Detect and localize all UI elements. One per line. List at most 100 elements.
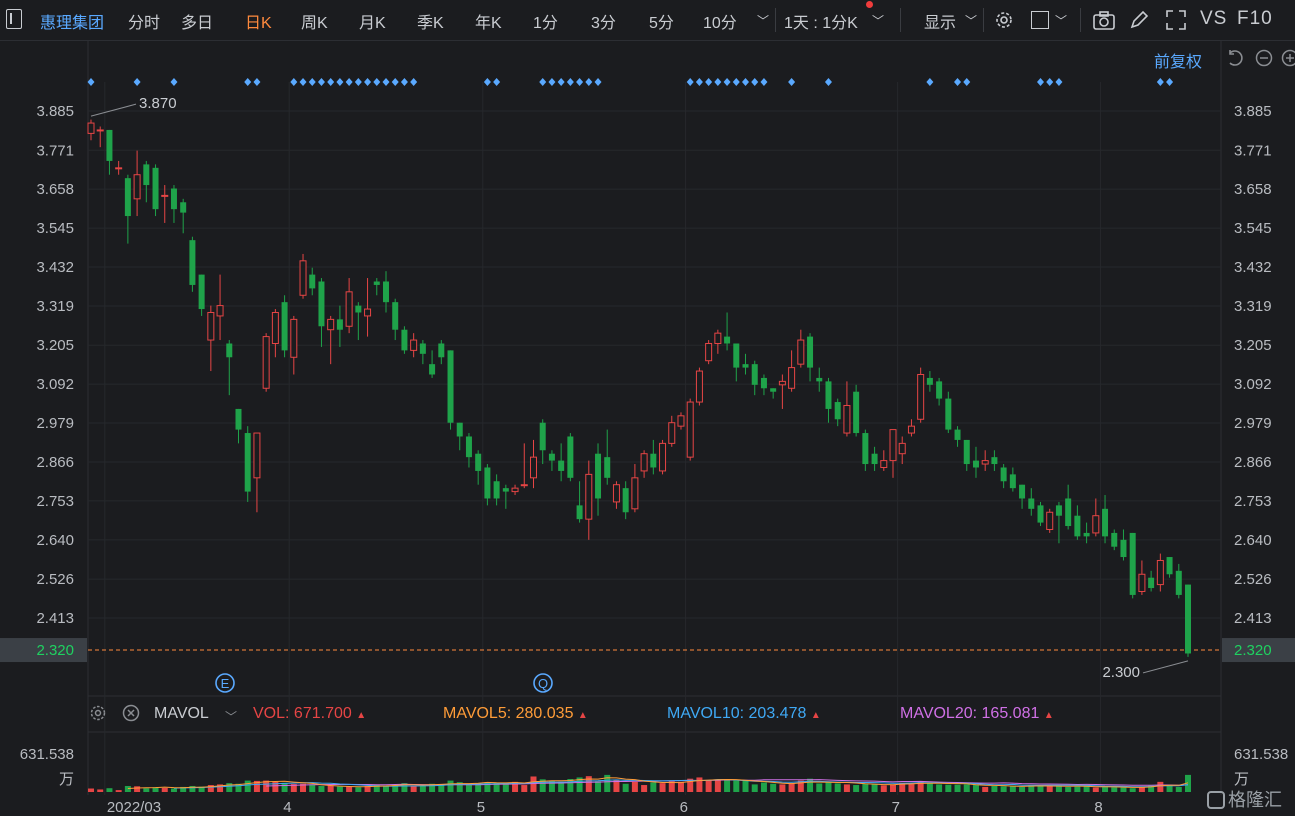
period-select[interactable]: 1天 : 1分K [784, 15, 858, 32]
candle [1138, 560, 1146, 595]
volume-bar [576, 777, 583, 792]
tab-季K[interactable]: 季K [417, 15, 444, 32]
candle-body [502, 488, 509, 492]
candle [327, 315, 335, 365]
volume-bar [235, 783, 242, 792]
candle [1185, 584, 1191, 657]
volume-bar [263, 780, 270, 792]
volume-axis-unit-right: 万 [1234, 771, 1249, 788]
candle [419, 340, 426, 365]
adjust-label[interactable]: 前复权 [1154, 54, 1203, 71]
volume-settings-gear-icon[interactable] [89, 704, 107, 722]
event-dot [686, 78, 694, 86]
volume-bar [364, 785, 371, 792]
candle-body [797, 339, 805, 365]
tab-多日[interactable]: 多日 [181, 15, 214, 32]
tab-1分[interactable]: 1分 [533, 15, 558, 32]
candle [1129, 532, 1136, 599]
candle [373, 278, 380, 296]
tab-分时[interactable]: 分时 [128, 15, 161, 32]
candle-body [816, 377, 823, 382]
price-tick-label-left: 2.526 [36, 571, 74, 588]
tab-周K[interactable]: 周K [301, 15, 328, 32]
volume-bar [558, 781, 565, 792]
zoom-out-icon[interactable] [1255, 49, 1273, 67]
volume-close-icon[interactable] [122, 704, 140, 722]
candle-body [392, 302, 399, 330]
chevron-down-icon[interactable]: ﹀ [965, 14, 978, 28]
candle [1092, 498, 1100, 537]
candle [677, 412, 685, 430]
price-tick-label-right: 2.640 [1234, 532, 1272, 549]
square-style-icon[interactable] [1031, 11, 1049, 29]
candle-body [161, 194, 169, 197]
volume-bar [641, 785, 648, 792]
camera-icon[interactable] [1092, 9, 1116, 31]
fullscreen-icon[interactable] [1165, 9, 1187, 31]
volume-bar [1111, 787, 1118, 792]
tab-月K[interactable]: 月K [359, 15, 386, 32]
sidebar-toggle-icon[interactable] [6, 9, 22, 29]
volume-bar [696, 777, 703, 792]
candle-body [1000, 467, 1007, 482]
candle-body [880, 460, 888, 468]
volume-bar [392, 784, 399, 792]
candle [271, 309, 279, 358]
candle-body [862, 433, 869, 465]
candle-body [1028, 498, 1035, 509]
tab-年K[interactable]: 年K [475, 15, 502, 32]
chevron-down-icon[interactable]: ﹀ [757, 14, 770, 28]
candle [502, 484, 509, 509]
gear-icon[interactable] [993, 9, 1015, 31]
volume-bar [502, 782, 509, 792]
volume-bar [963, 784, 970, 792]
candle-body [778, 380, 786, 386]
price-tick-label-right: 3.658 [1234, 181, 1272, 198]
event-marker-E [215, 673, 235, 693]
candle [972, 446, 979, 478]
display-menu[interactable]: 显示 [924, 15, 957, 32]
volume-bar [871, 784, 878, 792]
volume-bar [1092, 787, 1099, 792]
candle [862, 429, 869, 471]
vs-compare-button[interactable]: VS [1200, 8, 1228, 29]
candle-body [926, 377, 933, 385]
tab-10分[interactable]: 10分 [703, 15, 737, 32]
candle [1055, 501, 1062, 544]
event-dot [336, 78, 344, 86]
volume-bar [613, 779, 620, 792]
tab-日K[interactable]: 日K [245, 15, 272, 32]
candle [751, 360, 758, 396]
chevron-down-icon[interactable]: ﹀ [872, 14, 885, 28]
volume-bar [410, 786, 417, 792]
reset-icon[interactable] [1226, 49, 1244, 67]
price-tick-label-right: 3.545 [1234, 220, 1272, 237]
volume-bar [724, 779, 731, 792]
pencil-icon[interactable] [1128, 9, 1150, 31]
volume-bar [318, 785, 325, 792]
zoom-in-icon[interactable] [1281, 49, 1295, 67]
chevron-down-icon[interactable]: ﹀ [1055, 14, 1068, 28]
candle-body [1156, 559, 1164, 586]
volume-bar [521, 785, 528, 792]
volume-bar [373, 785, 380, 792]
price-tick-label-right: 2.979 [1234, 415, 1272, 432]
indicator-select[interactable]: MAVOL [154, 705, 209, 722]
volume-bar [1102, 786, 1109, 792]
volume-bar [705, 780, 712, 792]
candle [548, 450, 555, 471]
event-dot [373, 78, 381, 86]
tab-3分[interactable]: 3分 [591, 15, 616, 32]
candle [1148, 570, 1155, 592]
chevron-down-icon[interactable]: ﹀ [225, 710, 238, 724]
price-tick-label-left: 3.205 [36, 337, 74, 354]
volume-bar [834, 783, 841, 792]
volume-bar [779, 784, 786, 792]
candle-body [235, 408, 242, 430]
tab-5分[interactable]: 5分 [649, 15, 674, 32]
volume-bar [917, 781, 924, 792]
stock-name[interactable]: 惠理集团 [40, 15, 105, 32]
volume-bar [1185, 774, 1191, 792]
f10-button[interactable]: F10 [1237, 8, 1273, 29]
